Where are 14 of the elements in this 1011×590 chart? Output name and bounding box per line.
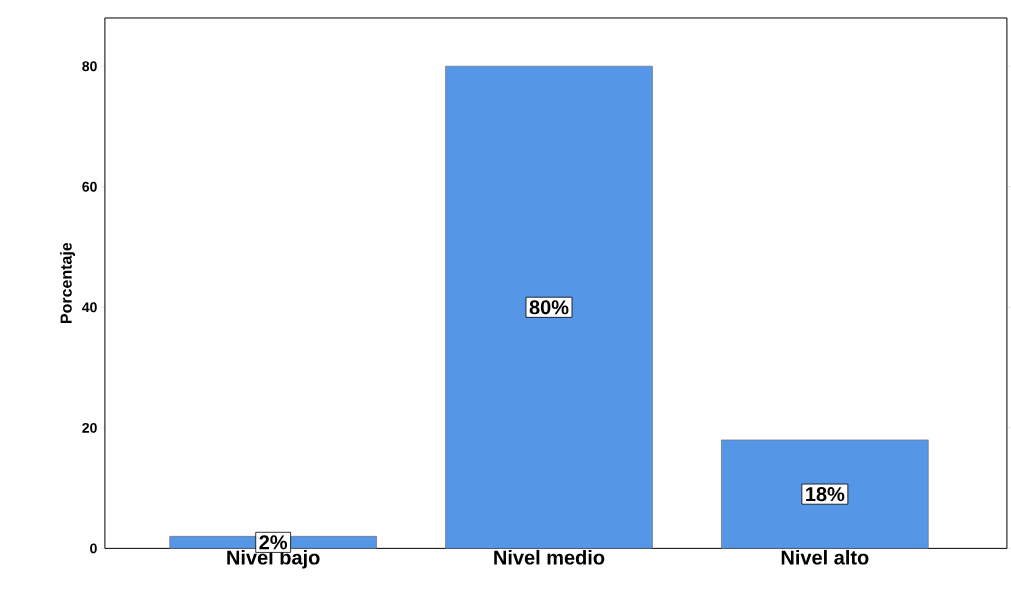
x-tick-label: Nivel medio bbox=[494, 549, 605, 565]
x-tick-label: Nivel bajo bbox=[227, 549, 320, 569]
bar bbox=[445, 65, 653, 549]
x-tick-label: Nivel alto bbox=[781, 549, 869, 565]
data-label: 18% bbox=[806, 486, 845, 502]
data-label: 2% bbox=[259, 535, 288, 550]
y-tick-label: 80 bbox=[82, 61, 97, 71]
data-label: 80% bbox=[529, 300, 569, 315]
y-tick-label: 60 bbox=[82, 181, 97, 192]
y-tick-label: 20 bbox=[82, 422, 97, 433]
y-tick-label: 40 bbox=[82, 302, 97, 313]
bar bbox=[721, 439, 929, 549]
y-tick-label: 0 bbox=[90, 543, 97, 554]
y-axis-title: Porcentaje bbox=[60, 242, 75, 323]
